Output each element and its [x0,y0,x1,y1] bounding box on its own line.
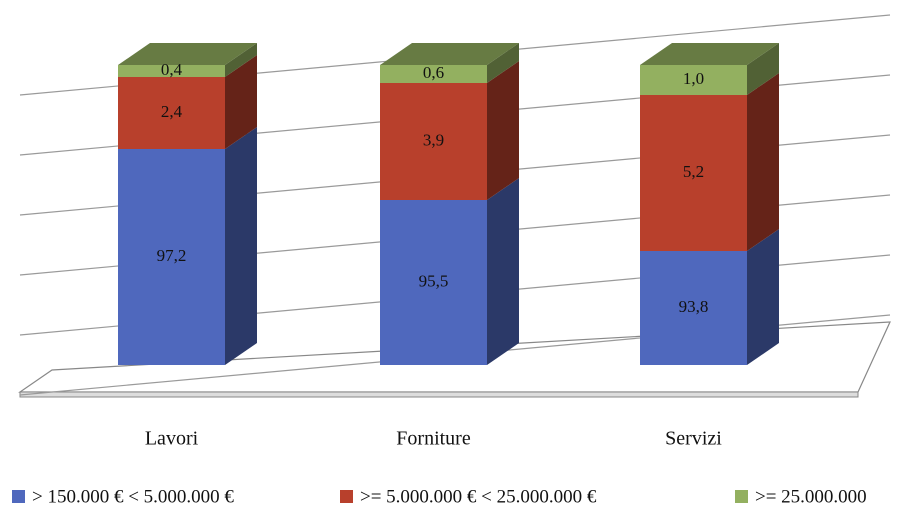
x-tick-label: Forniture [396,428,471,450]
bar-front [640,95,747,251]
value-label: 5,2 [683,162,704,181]
bar-segment [640,43,779,95]
x-tick-label: Lavori [145,428,199,450]
value-label: 2,4 [161,102,183,121]
bar-side [747,229,779,365]
value-label: 97,2 [157,246,187,265]
x-tick-label: Servizi [665,428,722,450]
bar-segment [640,229,779,365]
bar-segment [118,43,257,77]
bar-side [747,73,779,251]
value-label: 0,6 [423,63,444,82]
legend-swatch [12,490,25,503]
floor-edge [19,391,859,398]
bar-segment [380,43,519,83]
legend-label: >= 5.000.000 € < 25.000.000 € [360,486,597,507]
legend-swatch [340,490,353,503]
legend-label: >= 25.000.000 [755,486,867,507]
bar-segment [118,127,257,365]
bar-side [225,43,257,77]
bar-side [747,43,779,95]
value-label: 3,9 [423,130,444,149]
bar-front [380,83,487,200]
bar-front [118,77,225,149]
bar-segment [380,178,519,365]
bar-front [118,65,225,77]
value-label: 93,8 [679,297,709,316]
bar-segment [380,61,519,200]
value-label: 0,4 [161,60,183,79]
bar-front [380,200,487,365]
value-label: 1,0 [683,69,704,88]
bar-side [225,127,257,365]
value-label: 95,5 [419,271,449,290]
legend-swatch [735,490,748,503]
bar-top [118,43,257,65]
bar-front [118,149,225,365]
bar-segment [118,55,257,149]
bar-side [487,43,519,83]
bar-side [487,178,519,365]
bar-front [640,251,747,365]
bar-front [640,65,747,95]
bar-top [640,43,779,65]
bar-top [380,43,519,65]
bar-front [380,65,487,83]
legend-label: > 150.000 € < 5.000.000 € [32,486,234,507]
bar-side [225,55,257,149]
bar-segment [640,73,779,251]
bar-side [487,61,519,200]
